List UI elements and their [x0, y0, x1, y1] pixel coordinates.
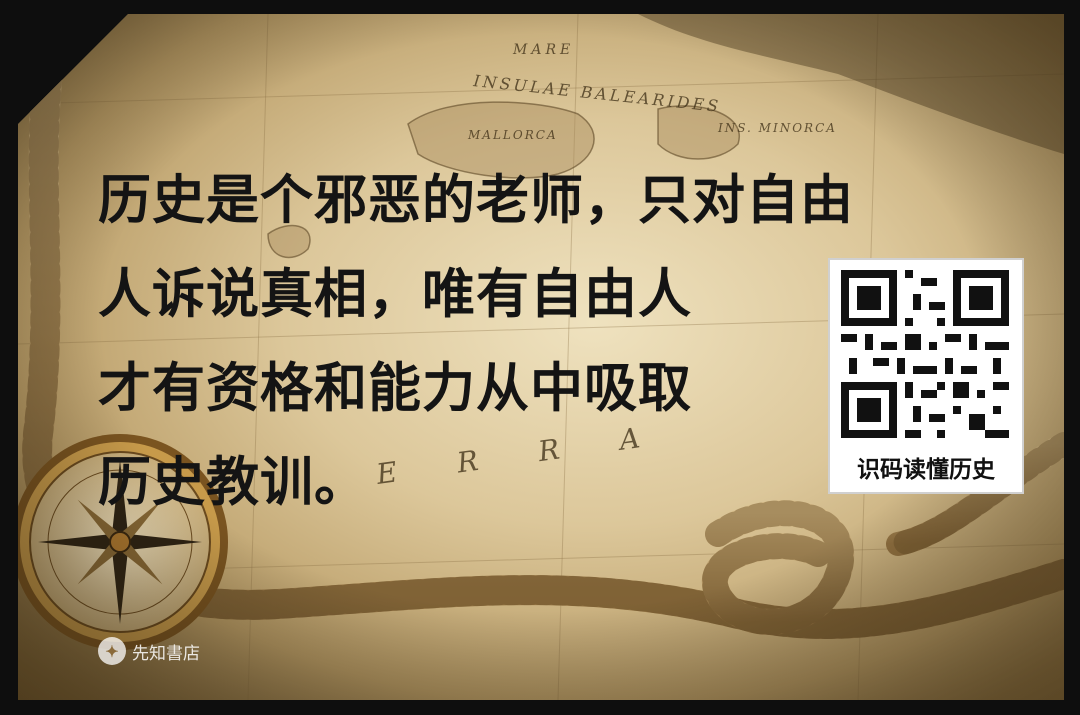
- qr-caption: 识码读懂历史: [857, 457, 995, 483]
- antique-map-background: MARE INSULAE BALEARIDES INS. MINORCA MAL…: [18, 14, 1064, 700]
- running-man-logo-icon: ✦: [98, 637, 126, 665]
- quote-text: 历史是个邪恶的老师，只对自由 人诉说真相，唯有自由人 才有资格和能力从中吸取 历…: [98, 154, 1038, 530]
- quote-line-3: 才有资格和能力从中吸取: [98, 358, 692, 419]
- quote-line-2: 人诉说真相，唯有自由人: [98, 264, 692, 325]
- quote-card: MARE INSULAE BALEARIDES INS. MINORCA MAL…: [18, 14, 1064, 700]
- watermark: ✦ 先知書店: [98, 636, 200, 666]
- qr-code[interactable]: [841, 270, 1009, 438]
- qr-code-panel[interactable]: 识码读懂历史: [828, 258, 1024, 494]
- quote-line-1: 历史是个邪恶的老师，只对自由: [98, 170, 854, 231]
- quote-line-4: 历史教训。: [98, 452, 368, 513]
- watermark-text: 先知書店: [132, 643, 200, 664]
